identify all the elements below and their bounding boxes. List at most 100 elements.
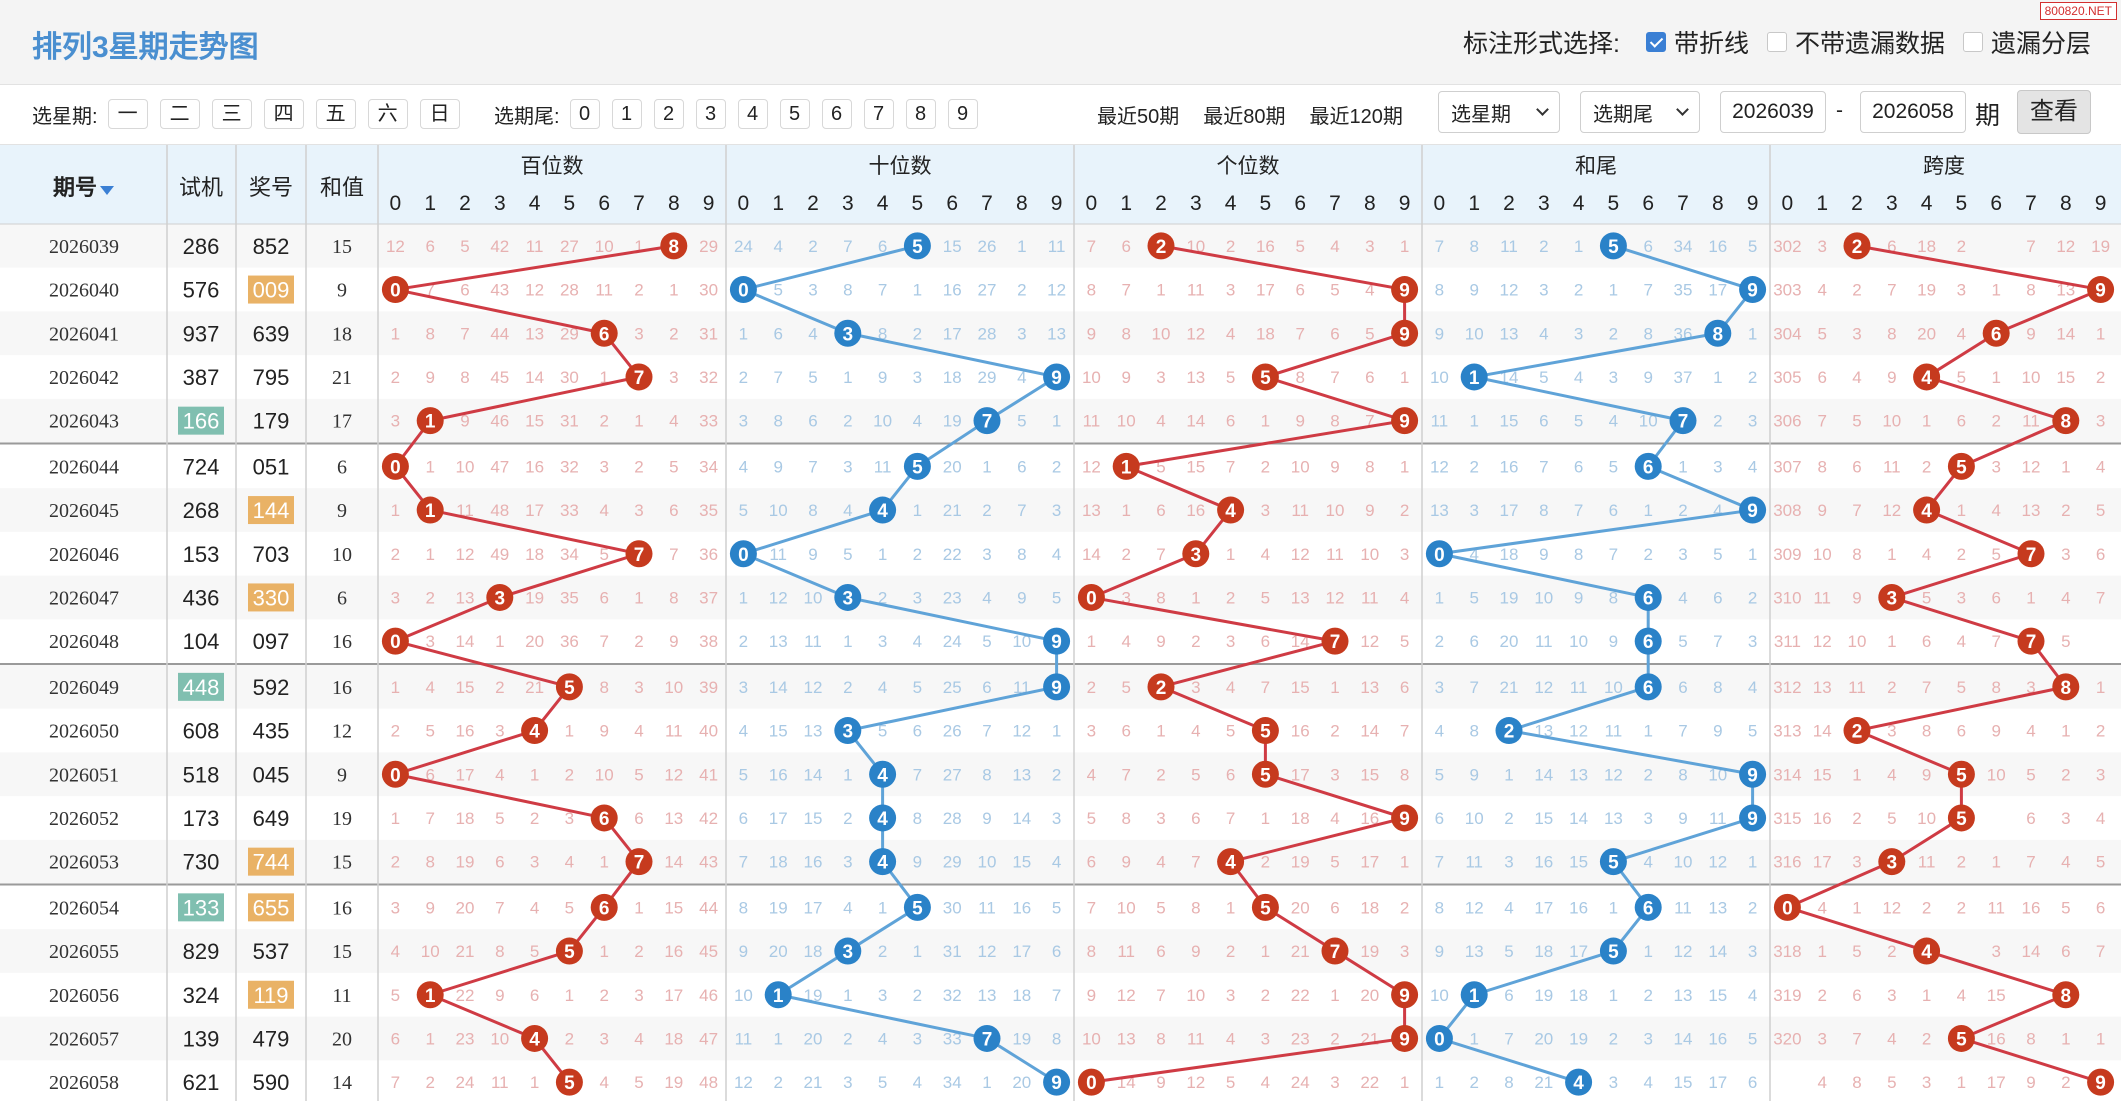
omission-value: 26 [943, 722, 962, 741]
omission-value: 16 [1534, 853, 1553, 872]
omission-value: 11 [526, 237, 544, 256]
omission-value: 29 [560, 324, 579, 343]
omission-value: 302 [1773, 237, 1801, 256]
omission-value: 15 [1708, 986, 1727, 1005]
sum-value: 15 [332, 852, 352, 874]
omission-value: 8 [1852, 1073, 1861, 1092]
omission-value: 310 [1773, 588, 1801, 607]
red-ball: 1 [416, 496, 444, 524]
ball-digit: 8 [669, 237, 680, 258]
omission-value: 9 [1643, 368, 1652, 387]
ball-digit: 5 [912, 898, 923, 919]
tail-button[interactable]: 4 [737, 99, 768, 129]
omission-value: 12 [804, 678, 823, 697]
omission-value: 14 [769, 678, 788, 697]
from-issue-input[interactable]: 2026039 [1720, 91, 1826, 133]
red-ball: 7 [625, 848, 653, 876]
omission-value: 13 [804, 722, 823, 741]
weekday-button[interactable]: 五 [315, 99, 356, 129]
sort-down-icon [100, 186, 114, 195]
range-50-link[interactable]: 最近50期 [1097, 106, 1180, 128]
tail-button[interactable]: 7 [863, 99, 894, 129]
omission-value: 2 [1574, 281, 1583, 300]
omission-value: 24 [456, 1073, 475, 1092]
omission-value: 2 [565, 1029, 574, 1048]
weekday-select[interactable]: 选星期 [1438, 91, 1560, 133]
omission-value: 4 [1748, 986, 1757, 1005]
omission-value: 5 [1957, 368, 1966, 387]
omission-value: 9 [599, 722, 608, 741]
omission-value: 10 [1430, 986, 1449, 1005]
ball-digit: 1 [1469, 368, 1480, 389]
omission-value: 13 [664, 809, 683, 828]
omission-value: 2 [1713, 412, 1722, 431]
omission-value: 2 [1852, 281, 1861, 300]
weekday-button[interactable]: 三 [211, 99, 252, 129]
omission-value: 20 [943, 457, 962, 476]
omission-value: 1 [599, 368, 608, 387]
omission-value: 1 [913, 501, 922, 520]
weekday-button[interactable]: 二 [159, 99, 200, 129]
ball-circle [1043, 363, 1071, 391]
digit-header: 0 [390, 192, 402, 215]
omission-value: 1 [1052, 412, 1061, 431]
tail-button[interactable]: 1 [611, 99, 642, 129]
tail-button[interactable]: 3 [695, 99, 726, 129]
omission-value: 1 [2061, 1029, 2070, 1048]
tail-button[interactable]: 8 [905, 99, 936, 129]
blue-ball: 4 [869, 848, 897, 876]
tail-button[interactable]: 5 [779, 99, 810, 129]
blue-ball: 9 [1043, 627, 1071, 655]
tail-button[interactable]: 6 [821, 99, 852, 129]
omission-value: 1 [1609, 986, 1618, 1005]
digit-header: 1 [424, 192, 436, 215]
ball-circle [1913, 496, 1941, 524]
tail-select[interactable]: 选期尾 [1580, 91, 1700, 133]
omission-value: 13 [1291, 588, 1310, 607]
omission-value: 8 [425, 853, 434, 872]
option-with-line[interactable]: 带折线 [1645, 24, 1749, 60]
omission-value: 6 [1609, 501, 1618, 520]
omission-value: 3 [1539, 281, 1548, 300]
tail-button[interactable]: 9 [947, 99, 978, 129]
digit-header: 2 [1851, 192, 1863, 215]
omission-value: 19 [664, 1073, 683, 1092]
omission-value: 6 [1156, 501, 1165, 520]
omission-value: 4 [1261, 1073, 1270, 1092]
option-omission-layer[interactable]: 遗漏分层 [1962, 24, 2091, 60]
trial-number: 724 [183, 454, 220, 479]
sum-column-header: 和值 [320, 175, 364, 200]
range-80-link[interactable]: 最近80期 [1203, 106, 1286, 128]
weekday-button[interactable]: 六 [367, 99, 408, 129]
ball-circle [2017, 540, 2045, 568]
omission-value: 3 [1087, 722, 1096, 741]
omission-value: 11 [1535, 632, 1553, 651]
option-no-omission[interactable]: 不带遗漏数据 [1766, 24, 1945, 60]
omission-value: 19 [943, 412, 962, 431]
ball-circle [1077, 583, 1105, 611]
checkbox-icon[interactable] [1962, 32, 1983, 52]
omission-value: 5 [634, 1073, 643, 1092]
tail-button[interactable]: 2 [653, 99, 684, 129]
weekday-button[interactable]: 四 [263, 99, 304, 129]
weekday-button[interactable]: 日 [419, 99, 460, 129]
omission-value: 26 [978, 237, 997, 256]
checkbox-icon[interactable] [1766, 32, 1787, 52]
weekday-button[interactable]: 一 [107, 99, 148, 129]
omission-value: 17 [1291, 765, 1310, 784]
omission-value: 1 [2061, 722, 2070, 741]
omission-value: 6 [391, 1029, 400, 1048]
checkbox-checked-icon[interactable] [1645, 32, 1666, 52]
to-issue-input[interactable]: 2026058 [1860, 91, 1966, 133]
issue-number: 2026046 [49, 544, 119, 566]
omission-value: 3 [1156, 809, 1165, 828]
prize-highlight [248, 275, 294, 304]
omission-value: 8 [1156, 1029, 1165, 1048]
range-120-link[interactable]: 最近120期 [1309, 106, 1403, 128]
omission-value: 14 [804, 765, 823, 784]
tail-button[interactable]: 0 [569, 99, 600, 129]
ball-circle [903, 893, 931, 921]
view-button[interactable]: 查看 [2017, 90, 2091, 134]
omission-value: 8 [1469, 722, 1478, 741]
omission-value: 22 [456, 986, 475, 1005]
